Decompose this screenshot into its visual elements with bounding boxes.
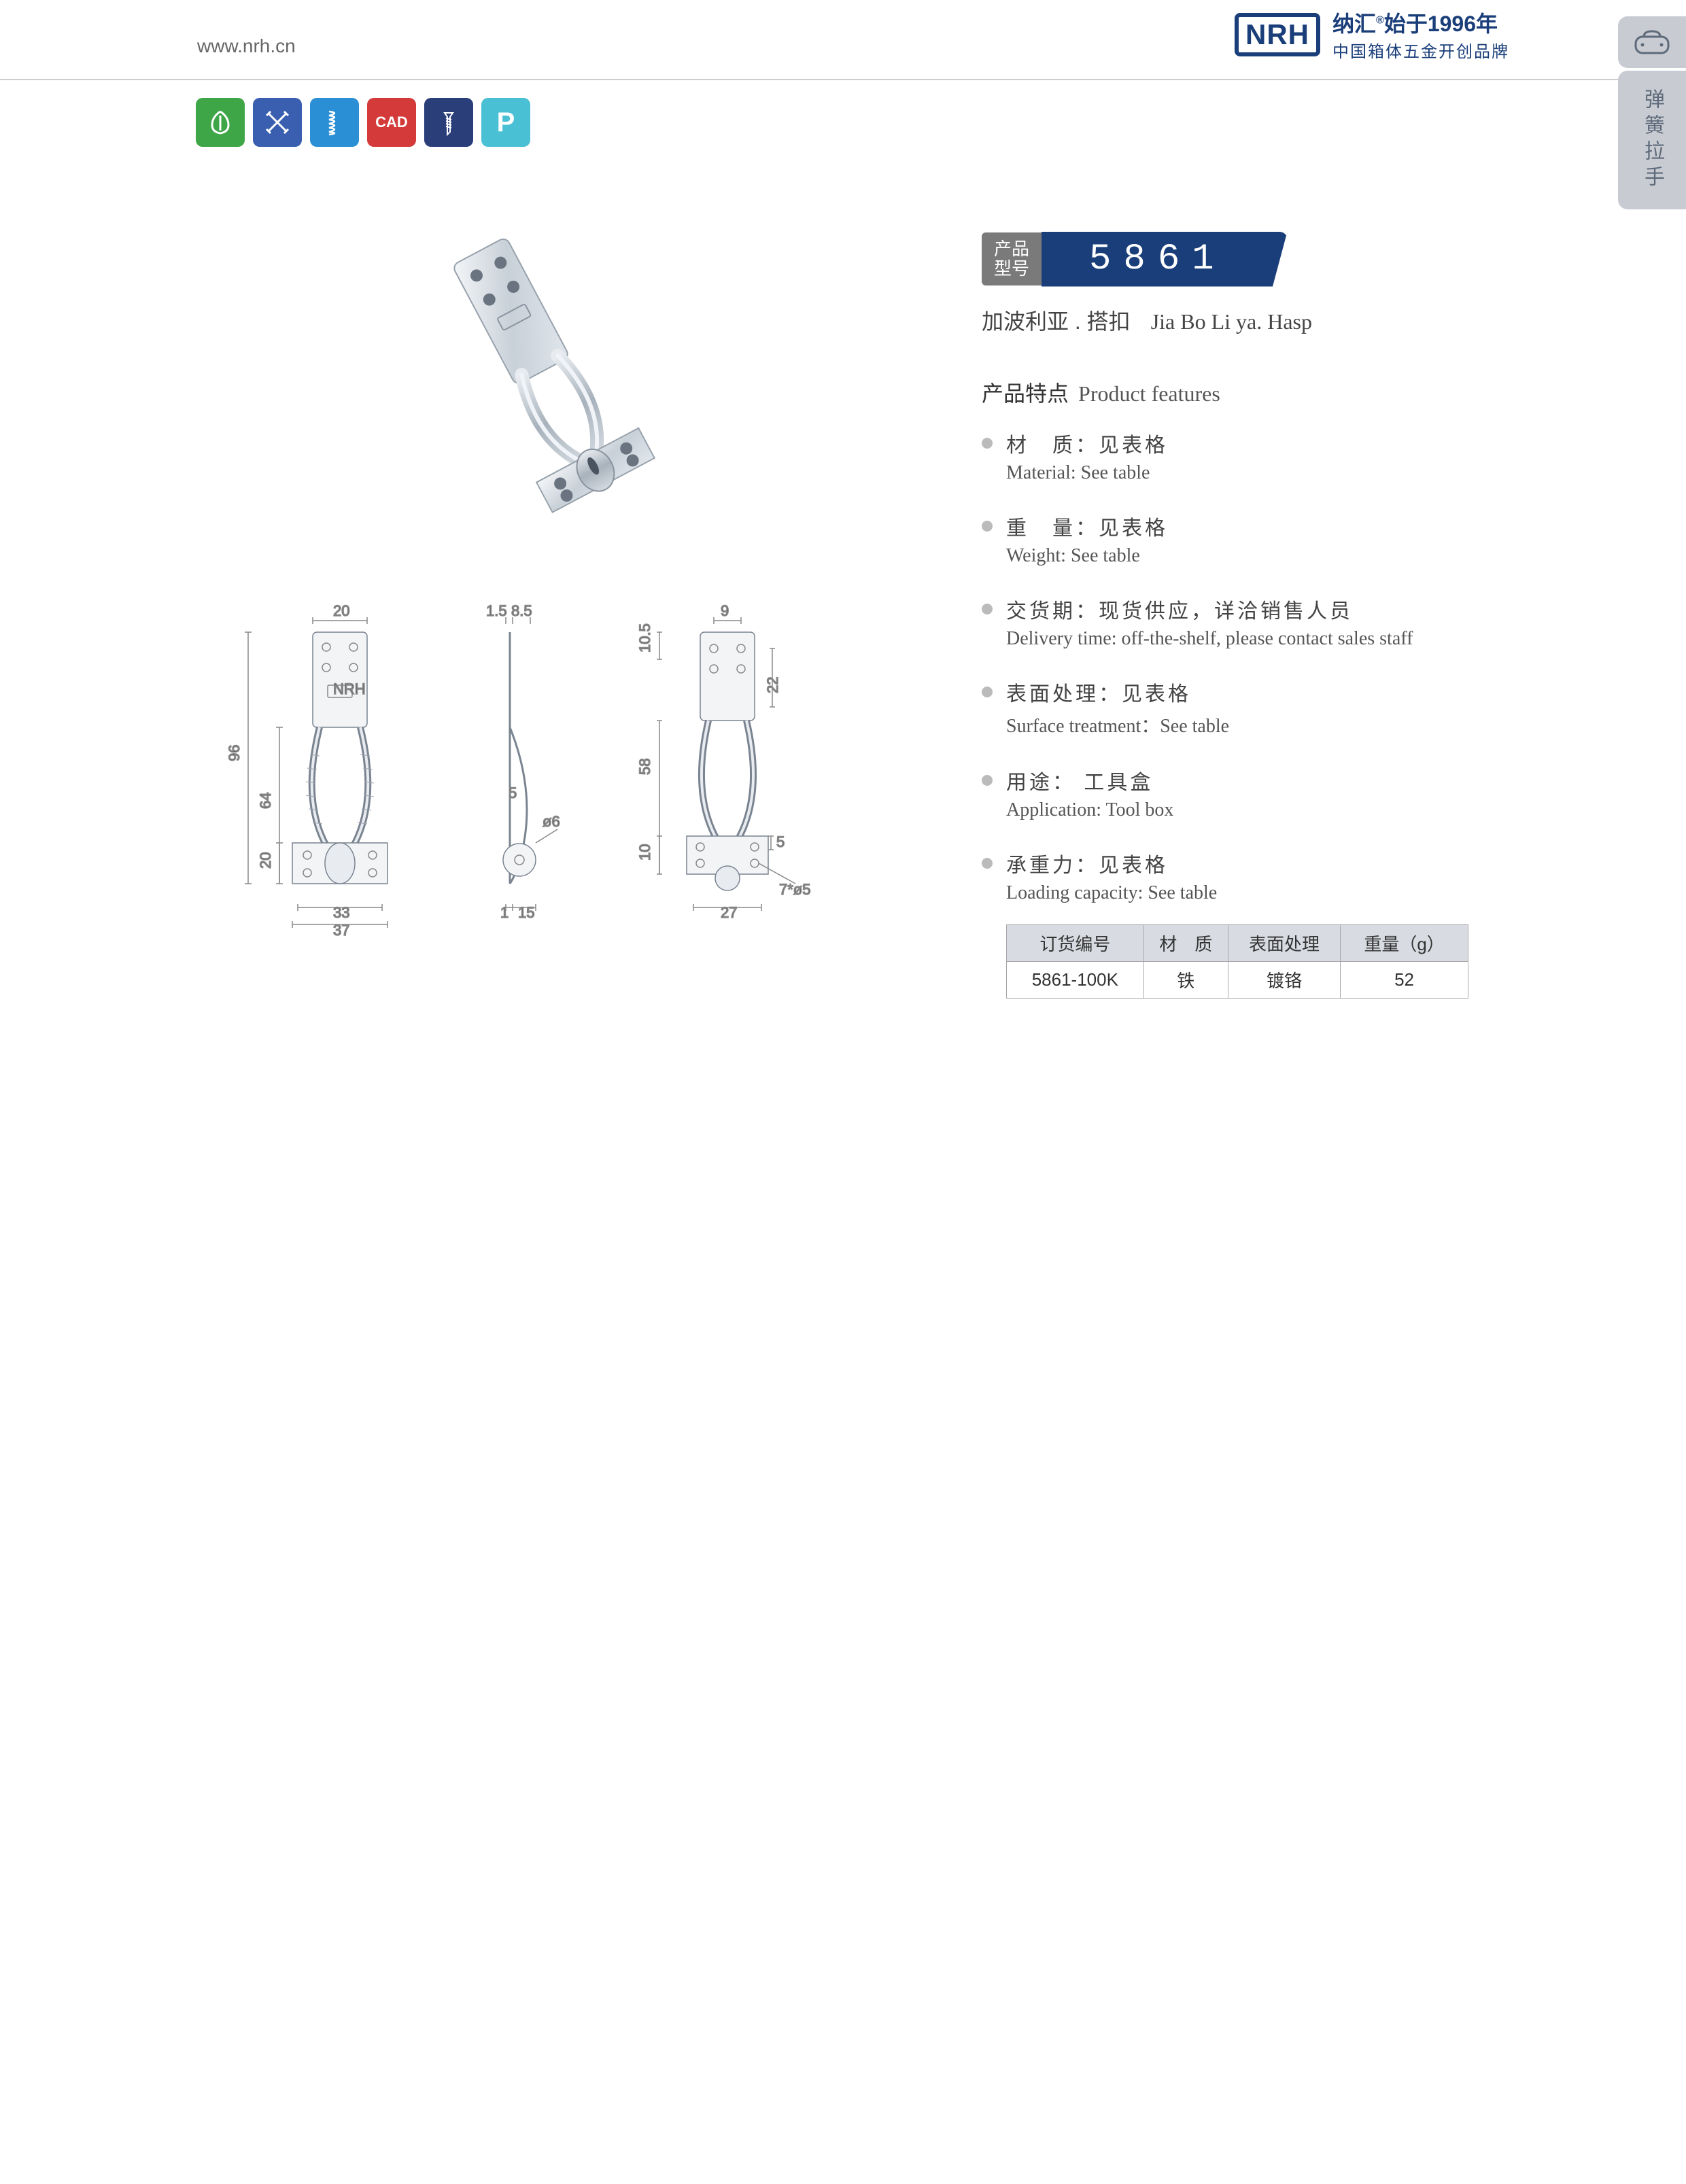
svg-text:37: 37 — [333, 922, 349, 939]
td-weight: 52 — [1341, 962, 1468, 999]
svg-text:5: 5 — [776, 833, 785, 850]
product-name: 加波利亚 . 搭扣Jia Bo Li ya. Hasp — [982, 305, 1498, 336]
feature-item: 表面处理：见表格Surface treatment：See table — [982, 677, 1498, 738]
svg-text:1.5: 1.5 — [486, 602, 507, 619]
feature-icons: CAD P — [196, 98, 530, 147]
svg-text:27: 27 — [721, 904, 737, 921]
svg-text:7*ø5: 7*ø5 — [779, 881, 810, 898]
cad-icon: CAD — [367, 98, 416, 147]
svg-text:15: 15 — [518, 904, 534, 921]
feature-item: 用途： 工具盒Application: Tool box — [982, 765, 1498, 821]
svg-text:96: 96 — [226, 745, 243, 761]
svg-text:58: 58 — [636, 759, 653, 775]
svg-text:5: 5 — [509, 784, 517, 801]
table-header-row: 订货编号 材 质 表面处理 重量（g） — [1007, 925, 1468, 962]
svg-text:NRH: NRH — [333, 680, 366, 697]
side-tabs: 弹簧拉手 — [1618, 16, 1686, 212]
svg-text:1: 1 — [500, 904, 509, 921]
handle-icon — [1633, 29, 1671, 56]
th-surface: 表面处理 — [1228, 925, 1340, 962]
technical-drawings: NRH 20 96 64 20 33 37 1.5 8.5 — [190, 591, 870, 1013]
th-weight: 重量（g） — [1341, 925, 1468, 962]
p-icon: P — [481, 98, 530, 147]
td-material: 铁 — [1143, 962, 1228, 999]
model-number: 5861 — [1042, 232, 1288, 287]
page-header: www.nrh.cn NRH 纳汇®始于1996年 中国箱体五金开创品牌 — [0, 0, 1686, 80]
tools-icon — [253, 98, 302, 147]
svg-text:20: 20 — [333, 602, 349, 619]
header-url: www.nrh.cn — [197, 35, 296, 57]
table-row: 5861-100K 铁 镀铬 52 — [1007, 962, 1468, 999]
spec-table: 订货编号 材 质 表面处理 重量（g） 5861-100K 铁 镀铬 52 — [1006, 924, 1468, 999]
svg-text:64: 64 — [257, 793, 274, 809]
svg-text:ø6: ø6 — [543, 813, 560, 830]
eco-icon — [196, 98, 245, 147]
svg-text:8.5: 8.5 — [511, 602, 532, 619]
feature-item: 材 质：见表格Material: See table — [982, 428, 1498, 484]
brand-tagline: 中国箱体五金开创品牌 — [1332, 38, 1509, 62]
model-badge: 产品型号 5861 — [982, 230, 1498, 288]
td-surface: 镀铬 — [1228, 962, 1340, 999]
side-tab-category[interactable]: 弹簧拉手 — [1618, 71, 1686, 209]
brand-text: 纳汇®始于1996年 中国箱体五金开创品牌 — [1332, 7, 1509, 62]
spring-icon — [310, 98, 359, 147]
badge-label: 产品型号 — [982, 232, 1042, 285]
feature-item: 承重力：见表格Loading capacity: See table — [982, 848, 1498, 904]
right-column: 产品型号 5861 加波利亚 . 搭扣Jia Bo Li ya. Hasp 产品… — [982, 230, 1498, 931]
feature-item: 重 量：见表格Weight: See table — [982, 511, 1498, 567]
screw-icon — [424, 98, 473, 147]
svg-text:9: 9 — [721, 602, 729, 619]
nrh-logo: NRH — [1235, 13, 1320, 56]
brand-block: NRH 纳汇®始于1996年 中国箱体五金开创品牌 — [1235, 7, 1509, 62]
product-photo — [313, 171, 857, 579]
svg-text:10: 10 — [636, 844, 653, 861]
svg-text:10.5: 10.5 — [636, 623, 653, 653]
brand-line1: 纳汇®始于1996年 — [1332, 7, 1509, 38]
svg-text:20: 20 — [257, 852, 274, 869]
td-code: 5861-100K — [1007, 962, 1144, 999]
svg-text:33: 33 — [333, 904, 349, 921]
th-material: 材 质 — [1143, 925, 1228, 962]
side-tab-icon[interactable] — [1618, 16, 1686, 68]
features-title: 产品特点Product features — [982, 377, 1498, 408]
th-code: 订货编号 — [1007, 925, 1144, 962]
feature-item: 交货期：现货供应，详洽销售人员Delivery time: off-the-sh… — [982, 594, 1498, 650]
